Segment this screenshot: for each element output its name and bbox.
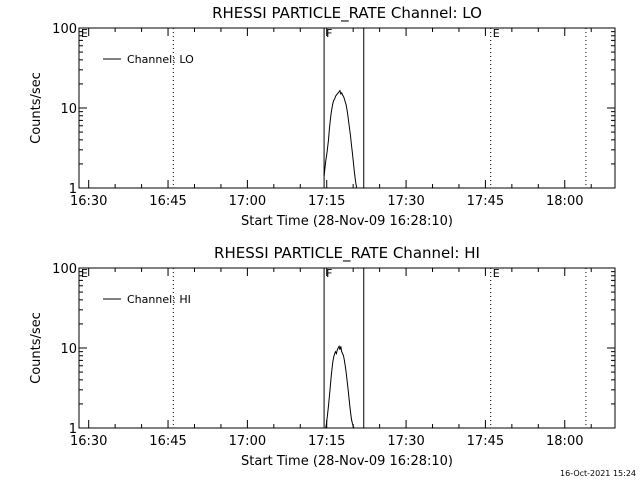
- flag-label: F: [326, 27, 332, 40]
- x-tick-label: 17:15: [308, 434, 345, 449]
- flag-label: E: [493, 27, 500, 40]
- x-tick-label: 17:30: [387, 434, 424, 449]
- y-tick-label: 100: [52, 262, 77, 277]
- x-tick-label: 17:30: [387, 194, 424, 209]
- y-tick-label: 10: [60, 342, 77, 357]
- x-tick-label: 18:00: [546, 194, 583, 209]
- footer-timestamp: 16-Oct-2021 15:24: [560, 469, 636, 478]
- x-tick-label: 16:45: [149, 194, 186, 209]
- x-tick-label: 17:00: [229, 194, 266, 209]
- y-axis-label: Counts/sec: [29, 72, 44, 144]
- y-tick-label: 100: [52, 22, 77, 37]
- x-tick-label: 17:00: [229, 434, 266, 449]
- x-tick-label: 17:45: [467, 434, 504, 449]
- y-tick-label: 1: [69, 182, 77, 197]
- y-tick-label: 10: [60, 102, 77, 117]
- axis-ticks: 16:30 16:45 17:00 17:15 17:30 17:45 18:00 1 10 10…: [52, 22, 615, 209]
- x-tick-label: 17:45: [467, 194, 504, 209]
- x-axis-label: Start Time (28-Nov-09 16:28:10): [241, 454, 453, 469]
- series-line: [323, 89, 358, 189]
- flag-label: E: [81, 27, 88, 40]
- x-axis-label: Start Time (28-Nov-09 16:28:10): [241, 214, 453, 229]
- x-tick-label: 18:00: [546, 434, 583, 449]
- chart-panel-hi: RHESSI PARTICLE_RATE Channel: HI Counts/…: [29, 244, 616, 469]
- flag-label: E: [81, 267, 88, 280]
- data-series: [325, 344, 355, 429]
- x-tick-label: 17:15: [308, 194, 345, 209]
- x-tick-label: 16:30: [70, 194, 107, 209]
- axis-ticks: 16:30 16:45 17:00 17:15 17:30 17:45 18:00 1 10 10…: [52, 262, 615, 449]
- flag-label: E: [493, 267, 500, 280]
- x-tick-label: 16:30: [70, 434, 107, 449]
- chart-panel-lo: RHESSI PARTICLE_RATE Channel: LO Counts/…: [29, 4, 616, 229]
- legend-entry: Channel: HI: [127, 293, 191, 306]
- data-series: [323, 89, 358, 189]
- legend: Channel: LO: [103, 53, 194, 66]
- flag-label: F: [326, 267, 332, 280]
- legend-entry: Channel: LO: [127, 53, 194, 66]
- y-tick-label: 1: [69, 422, 77, 437]
- chart-title: RHESSI PARTICLE_RATE Channel: LO: [212, 4, 482, 23]
- x-tick-label: 16:45: [149, 434, 186, 449]
- legend: Channel: HI: [103, 293, 191, 306]
- series-line: [325, 344, 355, 429]
- chart-title: RHESSI PARTICLE_RATE Channel: HI: [214, 244, 480, 263]
- y-axis-label: Counts/sec: [29, 312, 44, 384]
